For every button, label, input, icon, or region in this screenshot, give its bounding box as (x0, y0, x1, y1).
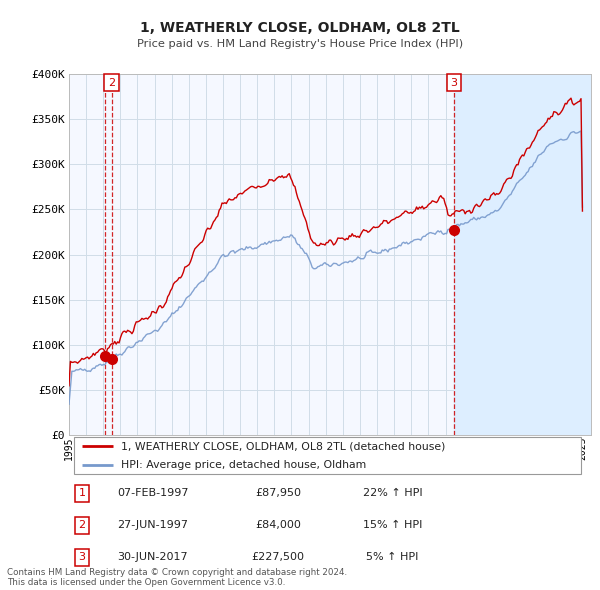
Text: 3: 3 (451, 78, 457, 88)
Text: 5% ↑ HPI: 5% ↑ HPI (367, 552, 419, 562)
Text: 22% ↑ HPI: 22% ↑ HPI (363, 489, 422, 499)
Text: £84,000: £84,000 (255, 520, 301, 530)
Text: 2: 2 (79, 520, 86, 530)
Text: Contains HM Land Registry data © Crown copyright and database right 2024.
This d: Contains HM Land Registry data © Crown c… (7, 568, 347, 587)
Text: Price paid vs. HM Land Registry's House Price Index (HPI): Price paid vs. HM Land Registry's House … (137, 39, 463, 48)
Bar (454, 74, 591, 435)
Text: 30-JUN-2017: 30-JUN-2017 (117, 552, 188, 562)
FancyBboxPatch shape (74, 437, 581, 474)
Text: HPI: Average price, detached house, Oldham: HPI: Average price, detached house, Oldh… (121, 460, 367, 470)
Text: 1, WEATHERLY CLOSE, OLDHAM, OL8 2TL (detached house): 1, WEATHERLY CLOSE, OLDHAM, OL8 2TL (det… (121, 441, 446, 451)
Text: 1, WEATHERLY CLOSE, OLDHAM, OL8 2TL: 1, WEATHERLY CLOSE, OLDHAM, OL8 2TL (140, 21, 460, 35)
Text: £87,950: £87,950 (255, 489, 301, 499)
Text: 07-FEB-1997: 07-FEB-1997 (117, 489, 188, 499)
Text: 2: 2 (108, 78, 115, 88)
Text: 15% ↑ HPI: 15% ↑ HPI (363, 520, 422, 530)
Text: 1: 1 (79, 489, 86, 499)
Text: 27-JUN-1997: 27-JUN-1997 (117, 520, 188, 530)
Text: £227,500: £227,500 (251, 552, 304, 562)
Text: 3: 3 (79, 552, 86, 562)
